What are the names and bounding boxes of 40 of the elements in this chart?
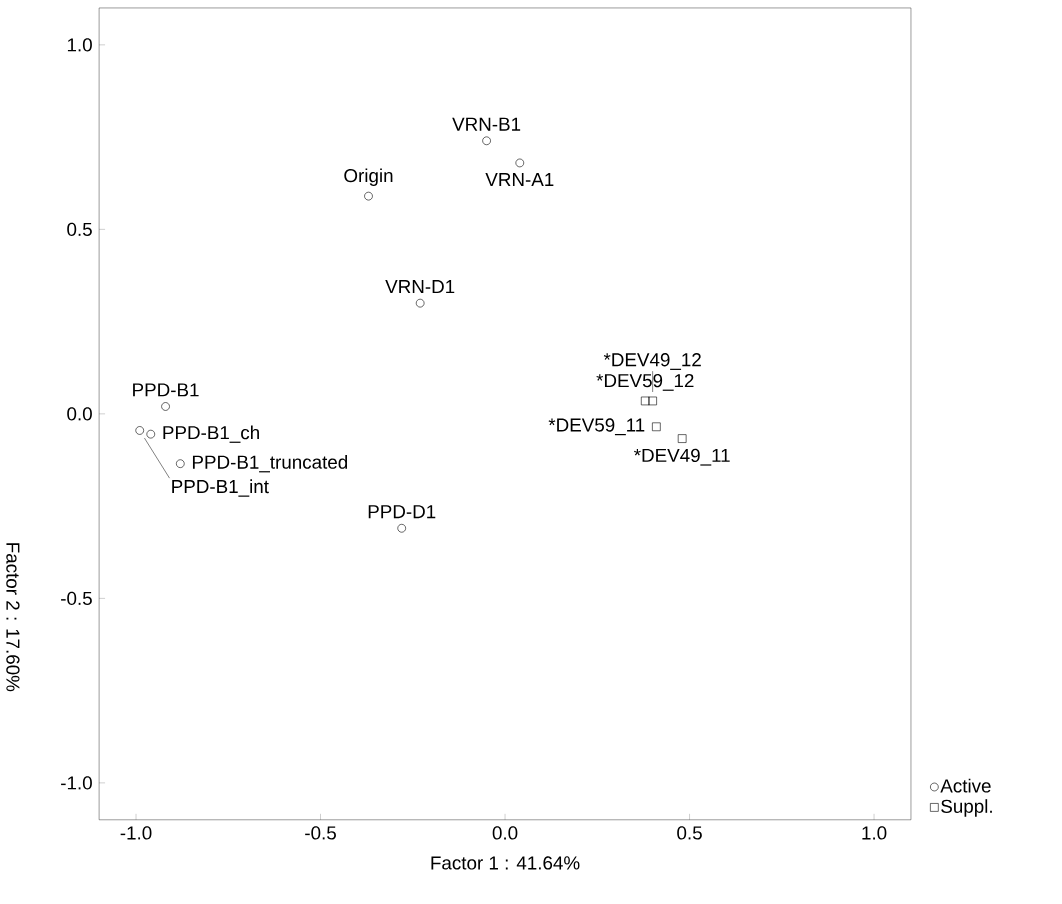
point — [146, 429, 156, 439]
y-tick-label: 0.0 — [67, 407, 92, 421]
x-axis-title: Factor 1 : 41.64% — [431, 856, 580, 870]
y-axis-title: Factor 2 : 17.60% — [6, 543, 20, 692]
legend-label: Active — [940, 778, 991, 793]
annotation: *DEV59_12 — [596, 373, 694, 391]
point — [482, 136, 491, 145]
annotation: PPD-B1_int — [172, 479, 269, 497]
point — [364, 191, 373, 201]
point — [515, 158, 525, 168]
x-tick-label: 0.0 — [492, 826, 518, 840]
annotation: VRN-D1 — [385, 279, 455, 293]
annotation: PPD-B1 — [133, 383, 199, 397]
x-tick-label: 0.5 — [677, 826, 702, 840]
point — [135, 426, 144, 435]
x-tick-label: -0.5 — [305, 826, 336, 840]
annotation: *DEV49_12 — [603, 352, 701, 370]
point — [176, 459, 185, 468]
legend-label: Suppl. — [941, 799, 992, 817]
annotation: VRN-B1 — [452, 117, 521, 131]
point — [652, 422, 661, 431]
point — [161, 402, 170, 411]
annotation: PPD-B1_ch — [163, 425, 259, 443]
point — [397, 523, 406, 533]
point — [677, 434, 687, 443]
point — [648, 396, 657, 406]
annotation: Origin — [344, 168, 393, 186]
annotation: *DEV59_11 — [548, 418, 645, 436]
x-tick-label: -1.0 — [120, 826, 152, 840]
y-tick-label: 1.0 — [67, 38, 92, 52]
annotation: VRN-A1 — [485, 172, 554, 186]
y-tick-label: -1.0 — [61, 776, 92, 790]
annotation: PPD-D1 — [368, 505, 436, 518]
point — [415, 298, 425, 308]
annotation: *DEV49_11 — [634, 448, 730, 466]
point — [640, 396, 650, 406]
annotation: PPD-B1_truncated — [192, 454, 348, 473]
y-tick-label: 0.5 — [67, 222, 92, 236]
y-tick-label: -0.5 — [61, 591, 92, 605]
x-tick-label: 1.0 — [862, 826, 887, 840]
